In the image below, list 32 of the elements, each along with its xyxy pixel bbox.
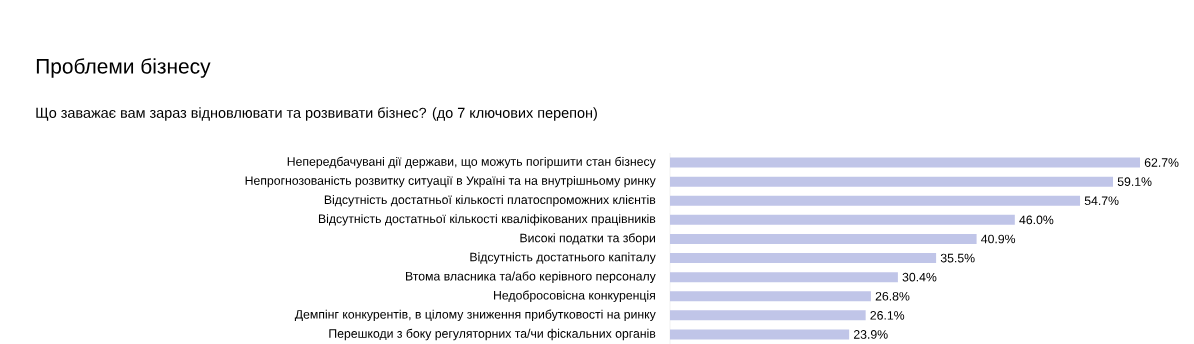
bar [670,272,898,283]
data-label: 59.1% [1117,177,1152,186]
data-label: 62.7% [1144,158,1179,167]
bar [670,329,850,340]
y-tick-label: Перешкоди з боку регуляторних та/чи фіскальних органів [329,328,656,341]
y-tick-label: Високі податки та збори [520,233,655,245]
bar [670,157,1141,168]
data-label: 26.8% [875,291,910,301]
y-tick-label: Відсутність достатнього капіталу [470,252,656,264]
text: Що заважає вам зараз відновлювати та розвивати бізнес? (до 7 ключових перепон) [36,107,597,121]
data-label: 23.9% [853,330,888,339]
data-label: 40.9% [981,234,1016,244]
text: Проблеми бізнесу [36,58,211,78]
data-label: 26.1% [870,311,905,320]
y-tick-label: Відсутність достатньої кількості платоспроможних клієнтів [324,195,656,207]
y-tick-label: Відсутність достатньої кількості кваліфікованих працівників [318,214,656,226]
data-label: 46.0% [1019,215,1054,225]
y-tick-label: Недобросовісна конкуренція [494,290,655,303]
data-label: 35.5% [940,253,975,263]
y-tick-label: Непрогнозованість розвитку ситуації в Україні та на внутрішньому ринку [245,175,656,188]
bar [670,233,977,244]
y-tick-label: Втома власника та/або керівного персоналу [406,271,656,283]
bar [670,310,866,321]
data-label: 54.7% [1084,196,1119,206]
bar [670,195,1081,206]
bar [670,253,937,264]
y-tick-label: Демпінг конкурентів, в цілому зниження прибутковості на ринку [294,309,656,322]
data-label: 30.4% [902,272,937,282]
bar [670,291,871,302]
y-tick-label: Непередбачувані дії держави, що можуть погіршити стан бізнесу [287,156,656,169]
bar [670,214,1015,225]
bar [670,176,1114,187]
